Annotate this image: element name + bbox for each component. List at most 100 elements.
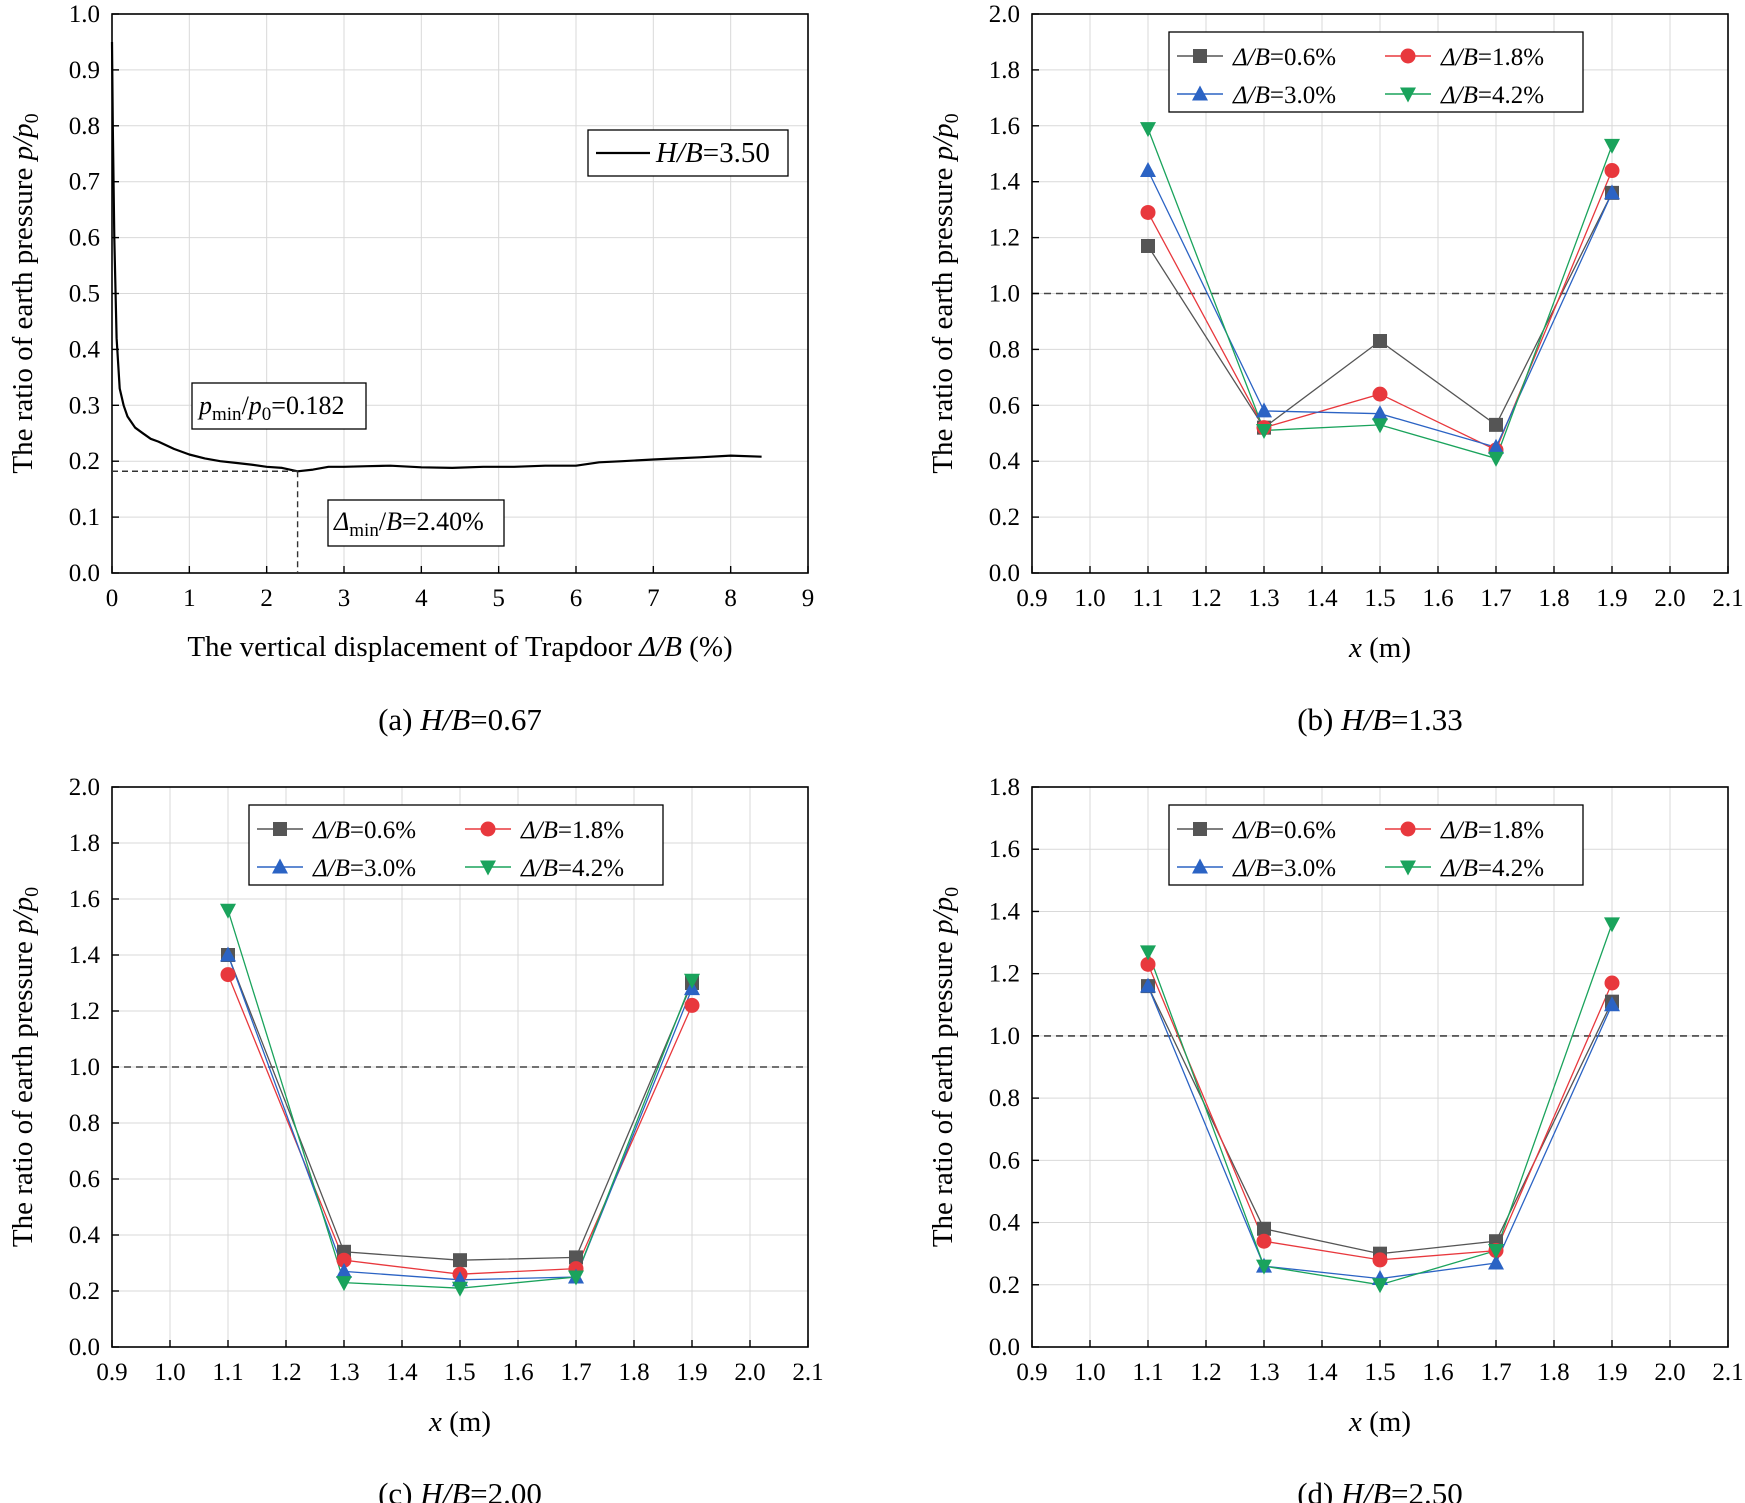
legend-label-0: Δ/B=0.6% [1232,44,1336,71]
y-tick-label: 1.0 [989,281,1020,308]
legend-label-1: Δ/B=1.8% [1440,44,1544,71]
y-axis-label: The ratio of earth pressure p/p0 [927,887,963,1247]
data-point-1-0 [1140,956,1156,972]
data-point-3-4 [1604,917,1620,933]
y-tick-label: 0.0 [989,1334,1020,1361]
legend-label-2: Δ/B=3.0% [1232,855,1336,882]
x-tick-label: 0.9 [1016,585,1047,612]
x-tick-label: 1.2 [1190,1359,1221,1386]
y-tick-label: 2.0 [69,774,100,801]
x-tick-label: 1.5 [1364,585,1395,612]
x-tick-label: 2.1 [1712,1359,1743,1386]
x-tick-label: 9 [802,585,815,612]
data-point-2-1 [336,1262,352,1278]
x-tick-label: 1.5 [1364,1359,1395,1386]
x-tick-label: 1.7 [1480,1359,1511,1386]
chart-panel-b: 0.9 1.0 1.1 1.2 1.3 1.4 1.5 1.6 1.7 1.8 1.9 2.0 2.1 0… [927,1,1744,737]
data-point-3-1 [1256,423,1272,439]
panel-caption: (c) H/B=2.00 [378,1476,542,1503]
y-tick-label: 1.8 [989,774,1020,801]
y-tick-label: 0.6 [69,225,100,252]
data-point-1-0 [1140,204,1156,220]
x-tick-label: 1.5 [444,1359,475,1386]
data-point-1-1 [1256,1233,1272,1249]
y-tick-label: 1.4 [69,942,101,969]
x-tick-label: 1.8 [1538,1359,1569,1386]
data-point-3-2 [1372,1278,1388,1294]
x-tick-label: 1.9 [676,1359,707,1386]
legend-label: H/B=3.50 [655,137,770,169]
legend-label-0: Δ/B=0.6% [1232,817,1336,844]
legend-marker-3 [1400,87,1416,103]
data-point-3-4 [684,973,700,989]
data-point-3-2 [1372,418,1388,434]
y-axis-label: The ratio of earth pressure p/p0 [927,113,963,473]
legend-marker-0 [1193,49,1207,63]
y-tick-label: 0.1 [69,504,100,531]
legend-marker-2 [1192,85,1208,101]
y-tick-label: 1.4 [989,169,1021,196]
panel-caption: (b) H/B=1.33 [1297,702,1463,737]
data-point-0-3 [569,1250,583,1265]
y-tick-label: 0.6 [989,1147,1020,1174]
x-tick-label: 4 [415,585,428,612]
legend-marker-0 [1193,822,1207,836]
x-tick-label: 2.0 [1654,1359,1685,1386]
y-tick-label: 0.9 [69,57,100,84]
y-tick-label: 1.2 [989,961,1020,988]
y-tick-label: 0.4 [989,448,1021,475]
y-axis-label: The ratio of earth pressure p/p0 [7,113,43,473]
x-tick-label: 0.9 [96,1359,127,1386]
y-tick-label: 0.2 [989,1272,1020,1299]
y-tick-label: 0.2 [69,1278,100,1305]
annotation-box-pmin [191,382,367,430]
data-point-0-1 [1257,1221,1271,1236]
x-tick-label: 2.0 [1654,585,1685,612]
x-tick-label: 1.2 [1190,585,1221,612]
data-point-3-1 [336,1276,352,1292]
y-tick-label: 1.4 [989,898,1021,925]
data-point-2-3 [1488,1254,1504,1270]
data-point-2-0 [1140,977,1156,993]
y-tick-label: 1.0 [989,1023,1020,1050]
y-tick-label: 1.0 [69,1054,100,1081]
data-point-1-4 [1604,975,1620,991]
y-axis-label: The ratio of earth pressure p/p0 [7,887,43,1247]
data-point-2-2 [1372,405,1388,421]
data-point-3-3 [1488,1244,1504,1260]
y-tick-label: 1.6 [989,836,1020,863]
data-point-1-2 [1372,1252,1388,1268]
x-tick-label: 1.3 [1248,585,1279,612]
legend-label-2: Δ/B=3.0% [312,855,416,882]
y-tick-label: 1.6 [69,886,100,913]
x-axis-label: x (m) [428,1406,491,1438]
x-axis-label: The vertical displacement of Trapdoor Δ/… [187,631,732,663]
legend-label-3: Δ/B=4.2% [1440,855,1544,882]
data-point-0-3 [1489,417,1503,432]
data-point-1-1 [336,1252,352,1268]
legend-box [248,804,664,886]
x-tick-label: 1.0 [154,1359,185,1386]
annotation-pmin: pmin/p0=0.182 [197,391,344,425]
y-tick-label: 0.8 [989,1085,1020,1112]
legend-label-2: Δ/B=3.0% [1232,82,1336,109]
x-tick-label: 6 [570,585,583,612]
chart-panel-c: 0.9 1.0 1.1 1.2 1.3 1.4 1.5 1.6 1.7 1.8 1.9 2.0 2.1 0… [7,774,824,1503]
x-tick-label: 2.1 [792,1359,823,1386]
annotation-dmin: Δmin/B=2.40% [333,507,484,541]
data-point-2-0 [1140,162,1156,178]
data-point-0-2 [453,1253,467,1268]
x-tick-label: 1.8 [618,1359,649,1386]
x-tick-label: 1 [183,585,196,612]
y-tick-label: 0.4 [69,1222,101,1249]
chart-panel-d: 0.9 1.0 1.1 1.2 1.3 1.4 1.5 1.6 1.7 1.8 1.9 2.0 2.1 0… [927,774,1744,1503]
x-tick-label: 1.1 [1132,585,1163,612]
y-tick-label: 1.8 [69,830,100,857]
legend-marker-2 [1192,858,1208,874]
y-tick-label: 0.6 [69,1166,100,1193]
y-tick-label: 0.8 [989,336,1020,363]
y-tick-label: 0.7 [69,169,100,196]
y-tick-label: 0.0 [69,1334,100,1361]
data-point-1-0 [220,967,236,983]
y-tick-label: 1.2 [989,225,1020,252]
